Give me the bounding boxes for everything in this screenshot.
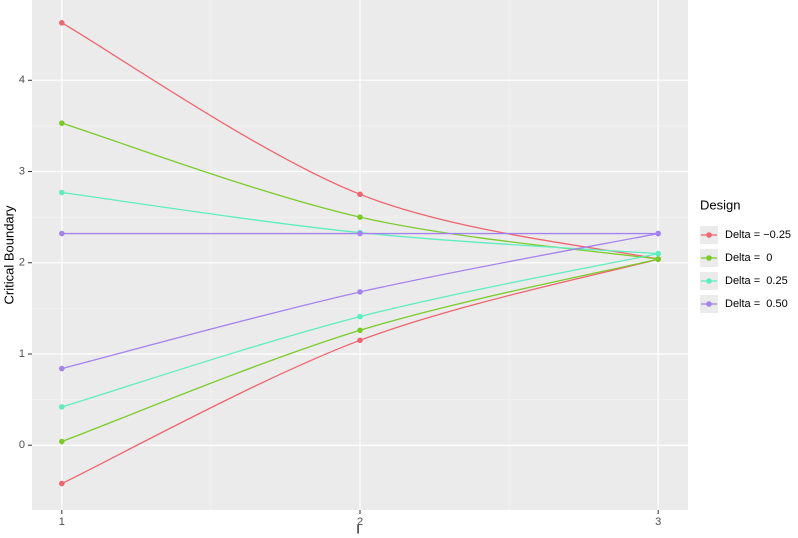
y-tick-label: 1 [19,348,25,360]
y-axis-title: Critical Boundary [1,205,16,304]
upper-point [59,230,65,237]
lower-point [357,337,363,344]
legend-label: Delta = −0.25 [725,229,791,241]
lower-point [357,327,363,334]
legend-point [706,232,712,238]
lower-point [357,289,363,295]
lower-point [655,256,661,262]
y-tick-label: 3 [19,165,25,177]
lower-point [59,365,65,372]
x-tick-label: 1 [59,516,65,528]
x-axis-title: I [356,521,360,536]
lower-point [357,313,363,320]
marks [59,20,661,487]
legend-title: Design [700,197,740,212]
y-tick-label: 0 [19,439,25,451]
y-tick-label: 4 [19,74,25,86]
lower-point [655,230,661,237]
legend-label: Delta = 0 [725,252,772,264]
lower-point [655,250,661,257]
legend-point [706,255,712,261]
y-tick-label: 2 [19,257,25,269]
upper-point [59,20,65,26]
upper-point [357,230,363,237]
lower-point [59,438,65,445]
legend-label: Delta = 0.50 [725,298,788,310]
upper-point [59,120,65,126]
legend-point [706,278,712,284]
legend-label: Delta = 0.25 [725,275,788,287]
lower-point [59,404,65,410]
lower-point [59,480,65,487]
upper-point [59,189,65,196]
legend-point [706,301,712,307]
upper-point [357,214,363,220]
x-tick-label: 2 [357,516,363,528]
upper-point [357,191,363,198]
x-tick-label: 3 [655,516,661,528]
